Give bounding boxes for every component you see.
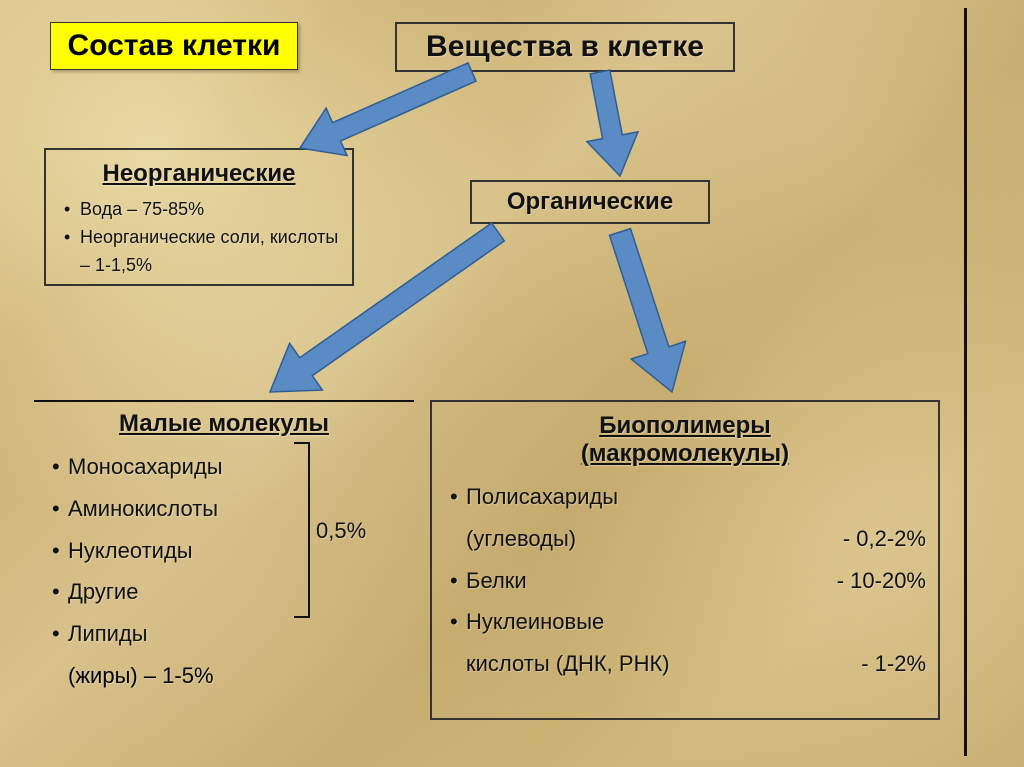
- arrow-icon: [300, 63, 476, 156]
- arrow-icon: [270, 223, 504, 392]
- arrow-icon: [610, 229, 686, 392]
- arrow-icon: [587, 70, 638, 176]
- arrows-layer: [0, 0, 1024, 767]
